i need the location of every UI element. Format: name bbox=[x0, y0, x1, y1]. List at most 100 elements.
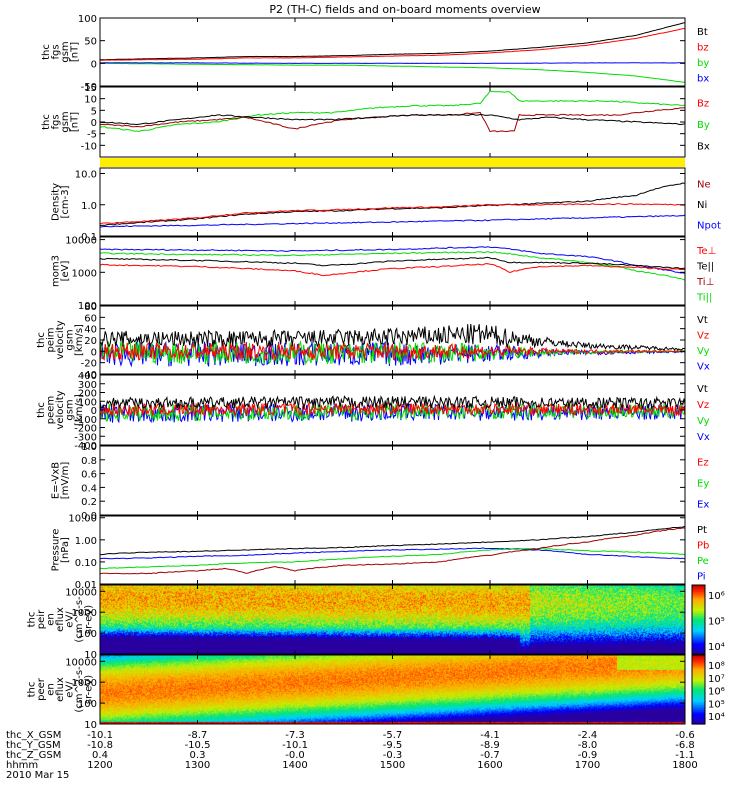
y-tick-label: 20 bbox=[84, 336, 97, 347]
panel-peir_spec: 10⁶ 10⁵ 10⁴ 10000 1000 100 10 thcpeirenefluxeV/… bbox=[27, 584, 725, 661]
y-label-line: peer bbox=[36, 677, 47, 701]
colorbar-peir_spec: 10⁶ 10⁵ 10⁴ bbox=[691, 584, 725, 655]
legend-Vx: Vx bbox=[697, 361, 710, 372]
y-label-line: E=-VxB bbox=[50, 462, 61, 499]
xaxis-value: -0.3 bbox=[383, 750, 403, 761]
colorbar-tick-label: 10⁸ bbox=[708, 661, 725, 672]
y-tick-label: 1.0 bbox=[81, 201, 97, 212]
y-tick-label: 0 bbox=[91, 406, 97, 417]
y-tick-label: 0 bbox=[91, 347, 97, 358]
y-tick-label: 50 bbox=[84, 37, 97, 48]
y-tick-label: -10 bbox=[81, 141, 97, 152]
y-label-line: eflux bbox=[55, 677, 66, 702]
xaxis-row-label: thc_Y_GSM bbox=[6, 740, 61, 751]
legend: Bt bz by bx bbox=[697, 27, 709, 85]
xaxis-value: 1700 bbox=[575, 760, 600, 771]
legend: Vt Vz Vy Vx bbox=[697, 315, 710, 373]
y-tick-label: 0.8 bbox=[81, 456, 97, 467]
y-label-line: [eV] bbox=[60, 261, 71, 282]
series-Ti⊥ bbox=[100, 246, 685, 274]
series-Npot bbox=[100, 214, 685, 228]
y-label-line: sr-eV) bbox=[84, 605, 95, 634]
y-tick-label: 10000 bbox=[65, 657, 97, 668]
series-Bx bbox=[100, 113, 685, 126]
xaxis-value: -6.8 bbox=[675, 740, 695, 751]
panel-exb: 1.0 0.8 0.6 0.4 0.2 0.0 E=-VxB[mV/m] Ez Ey Ex bbox=[50, 442, 709, 522]
legend-Pb: Pb bbox=[697, 540, 709, 551]
y-label-line: thc bbox=[41, 114, 52, 130]
y-label-line: mom3 bbox=[50, 255, 61, 287]
y-tick-label: 10000 bbox=[65, 587, 97, 598]
legend-Ti||: Ti|| bbox=[696, 292, 712, 303]
spectrogram-peir_spec bbox=[100, 585, 685, 654]
xaxis-value: 1200 bbox=[87, 760, 112, 771]
y-tick-label: 100 bbox=[78, 629, 97, 640]
y-ticks: 10000 1000 100 10 bbox=[65, 657, 685, 731]
colorbar-tick-label: 10⁶ bbox=[708, 687, 725, 698]
spectrogram-peer_spec bbox=[100, 655, 685, 724]
y-tick-label: 10 bbox=[84, 95, 97, 106]
y-label-line: velocity bbox=[55, 320, 66, 359]
xaxis-value: 1300 bbox=[185, 760, 210, 771]
xaxis-value: 0.3 bbox=[190, 750, 206, 761]
legend: Bz By Bx bbox=[697, 99, 710, 153]
y-label-line: velocity bbox=[55, 390, 66, 429]
y-tick-label: 10.0 bbox=[75, 170, 97, 181]
y-tick-label: 0.6 bbox=[81, 470, 97, 481]
panel-temperature: 10000 1000 100 mom3[eV] Te⊥ Te|| Ti⊥ Ti|| bbox=[50, 236, 716, 312]
xaxis-value: 1600 bbox=[477, 760, 502, 771]
y-label-line: peim bbox=[46, 327, 57, 352]
colorbar-tick-label: 10⁵ bbox=[708, 617, 725, 628]
xaxis-value: 0.4 bbox=[92, 750, 108, 761]
y-tick-label: 0.01 bbox=[75, 580, 97, 591]
series-Bt bbox=[100, 22, 685, 61]
legend-Vt: Vt bbox=[697, 315, 708, 326]
series-Pt bbox=[100, 525, 685, 556]
series-Vt bbox=[100, 324, 685, 351]
legend-bx: bx bbox=[697, 73, 709, 84]
series-Ti|| bbox=[100, 251, 685, 281]
y-tick-label: -5 bbox=[87, 130, 97, 141]
y-tick-label: 300 bbox=[78, 380, 97, 391]
colorbar-tick-label: 10⁶ bbox=[708, 591, 725, 602]
y-tick-label: 1000 bbox=[72, 678, 97, 689]
y-label-line: eflux bbox=[55, 607, 66, 632]
y-tick-label: -400 bbox=[74, 441, 97, 452]
legend-by: by bbox=[697, 58, 709, 69]
panels: 100500-50thcfgsgsm[nT]Btbzbybx151050-5-1… bbox=[27, 14, 725, 731]
legend-Ey: Ey bbox=[697, 479, 709, 490]
y-label-line: [nPa] bbox=[60, 537, 71, 563]
series-Ne bbox=[100, 203, 685, 225]
y-tick-label: 1.00 bbox=[75, 536, 97, 547]
y-ticks: 10000 1000 100 bbox=[65, 236, 685, 312]
legend-Vy: Vy bbox=[697, 416, 710, 427]
legend-Bz: Bz bbox=[697, 99, 709, 110]
panel-density: 10.0 1.0 0.1 Density[cm-3] Ne Ni Npot bbox=[50, 167, 721, 243]
legend: Ne Ni Npot bbox=[697, 179, 721, 231]
y-axis-label: Pressure[nPa] bbox=[50, 529, 71, 572]
colorbar-tick-label: 10⁵ bbox=[708, 699, 725, 710]
y-tick-label: 0 bbox=[91, 118, 97, 129]
y-tick-label: -200 bbox=[74, 424, 97, 435]
y-tick-label: 1000 bbox=[72, 268, 97, 279]
colorbar-tick-label: 10⁴ bbox=[708, 642, 725, 653]
y-label-line: fgs bbox=[50, 44, 61, 59]
panel-velocity_peem: 4003002001000-100-200-300-400thcpeemvelo… bbox=[36, 371, 710, 452]
xaxis-value: -10.8 bbox=[87, 740, 113, 751]
xaxis-row-label: thc_X_GSM bbox=[6, 730, 61, 741]
y-label-line: gsm bbox=[65, 329, 76, 350]
flag-bar bbox=[100, 158, 685, 167]
y-label-line: Density bbox=[50, 183, 61, 221]
xaxis-value: -9.5 bbox=[383, 740, 403, 751]
y-tick-label: 100 bbox=[78, 301, 97, 312]
xaxis-row-label: hhmm bbox=[6, 760, 38, 771]
